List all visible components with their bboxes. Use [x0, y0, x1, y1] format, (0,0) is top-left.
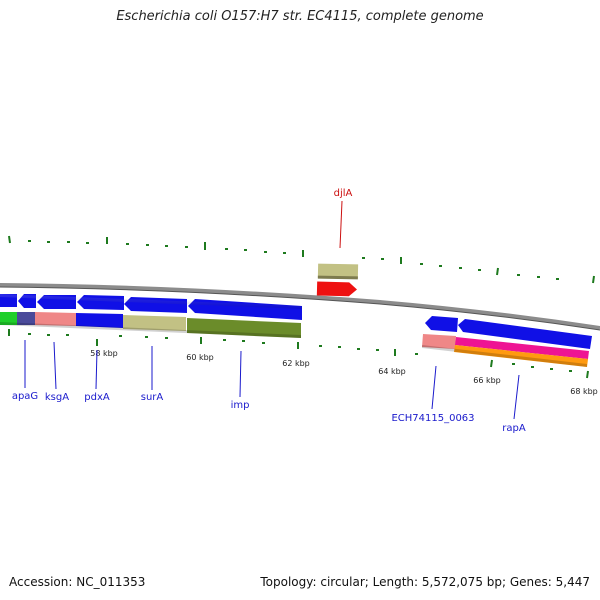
reverse-strand-genes — [0, 294, 592, 349]
label-ksgA: ksgA — [45, 392, 69, 403]
accession-label: Accession: NC_011353 — [9, 575, 146, 589]
label-ECH74115_0063: ECH74115_0063 — [391, 413, 474, 424]
label-leaders — [24, 200, 520, 420]
genome-backbone — [0, 283, 600, 330]
label-imp: imp — [231, 400, 250, 411]
blue-feature — [76, 313, 123, 328]
scale-label-64: 64 kbp — [378, 367, 406, 376]
gene-djlA — [316, 281, 357, 297]
outer-tick-ring — [8, 235, 595, 284]
gene-pdxA — [77, 295, 124, 310]
inner-tick-ring — [8, 329, 589, 379]
label-djlA: djlA — [334, 188, 353, 199]
salmon-feature — [35, 312, 76, 326]
gene-labels: djlA apaG ksgA pdxA surA imp ECH74115_00… — [12, 188, 526, 434]
scale-label-62: 62 kbp — [282, 359, 310, 368]
genome-stats-label: Topology: circular; Length: 5,572,075 bp… — [260, 575, 590, 589]
scale-label-68: 68 kbp — [570, 387, 598, 396]
label-pdxA: pdxA — [84, 392, 110, 403]
orange-feature — [454, 345, 588, 367]
label-surA: surA — [141, 392, 164, 403]
feature-track — [0, 312, 589, 367]
scale-label-66: 66 kbp — [473, 376, 501, 385]
label-rapA: rapA — [502, 423, 526, 434]
slate-feature — [17, 312, 35, 325]
scale-label-58: 58 kbp — [90, 349, 118, 358]
scale-labels: 58 kbp 60 kbp 62 kbp 64 kbp 66 kbp 68 kb… — [90, 349, 598, 396]
genome-title: Escherichia coli O157:H7 str. EC4115, co… — [116, 9, 484, 24]
green-feature — [0, 312, 17, 325]
label-apaG: apaG — [12, 391, 38, 402]
khaki-feature — [123, 315, 186, 331]
gene-rapA — [458, 319, 592, 349]
magenta-feature — [455, 337, 589, 359]
djlA-khaki-block — [317, 263, 359, 279]
salmon-feature-2 — [422, 334, 456, 349]
scale-label-60: 60 kbp — [186, 353, 214, 362]
djlA-features — [316, 263, 359, 297]
olive-feature — [187, 318, 301, 338]
gene-ECH74115_0063 — [425, 316, 458, 332]
